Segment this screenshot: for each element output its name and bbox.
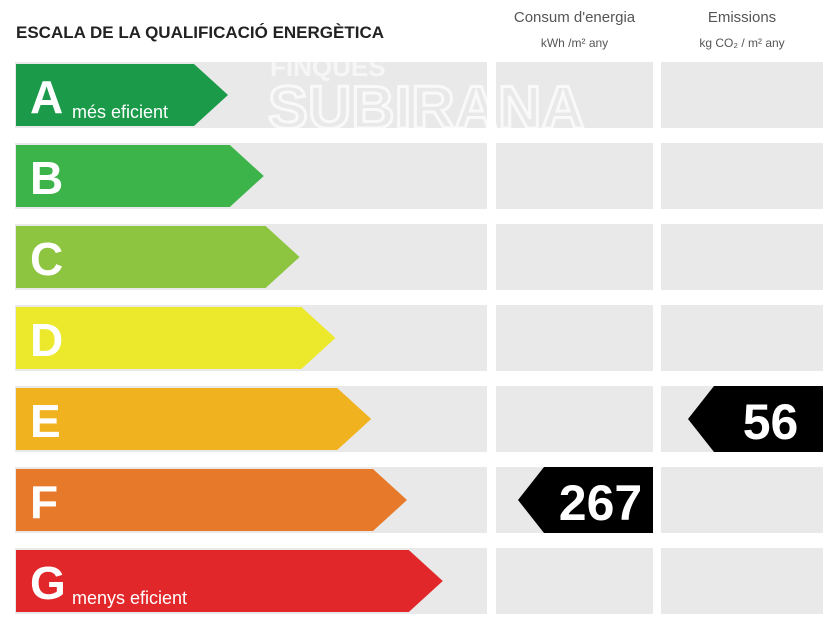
rating-arrow [16, 64, 228, 126]
rating-letter: G [30, 557, 66, 609]
rating-arrow [16, 469, 407, 531]
column-title: Emissions [708, 9, 776, 26]
cell-background [661, 305, 823, 371]
value-text: 267 [559, 475, 642, 531]
value-arrow [688, 386, 823, 452]
rating-arrow [16, 145, 264, 207]
cell-background [496, 548, 653, 614]
cell-background [661, 143, 823, 209]
cell-background [496, 224, 653, 290]
rating-letter: A [30, 71, 63, 123]
cell-background [496, 386, 653, 452]
rating-letter: C [30, 233, 63, 285]
rating-letter: F [30, 476, 58, 528]
cell-background [661, 224, 823, 290]
watermark: SUBIRANA [268, 74, 585, 141]
value-arrow [518, 467, 653, 533]
cell-background [661, 467, 823, 533]
column-unit: kWh /m² any [541, 36, 608, 50]
watermark: FINQUES [270, 52, 386, 82]
rating-arrow [16, 307, 336, 369]
label-title: ESCALA DE LA QUALIFICACIÓ ENERGÈTICA [16, 23, 384, 42]
cell-background [496, 62, 653, 128]
cell-background [496, 305, 653, 371]
value-text: 56 [743, 394, 799, 450]
cell-background [496, 143, 653, 209]
rating-arrow [16, 226, 300, 288]
rating-letter: B [30, 152, 63, 204]
rating-note: menys eficient [72, 588, 187, 608]
rating-letter: E [30, 395, 61, 447]
column-title: Consum d'energia [514, 9, 636, 26]
rating-letter: D [30, 314, 63, 366]
column-unit: kg CO₂ / m² any [699, 36, 784, 50]
cell-background [661, 548, 823, 614]
rating-arrow [16, 550, 443, 612]
rating-arrow [16, 388, 372, 450]
rating-note: més eficient [72, 102, 168, 122]
cell-background [661, 62, 823, 128]
